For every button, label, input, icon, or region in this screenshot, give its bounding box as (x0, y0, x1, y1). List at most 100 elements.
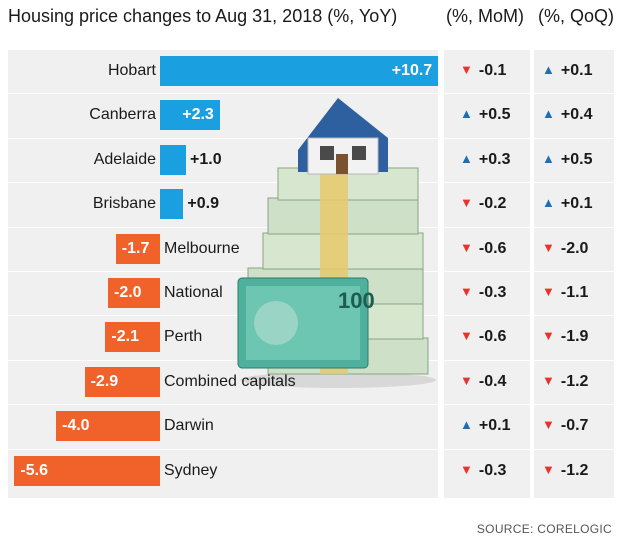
triangle-down-icon: ▼ (542, 462, 555, 477)
row-divider (534, 227, 614, 228)
house-on-money-illustration: 100 (237, 98, 436, 388)
triangle-down-icon: ▼ (460, 462, 473, 477)
row-divider (534, 404, 614, 405)
mom-change: ▲ +0.5 (460, 100, 510, 130)
mom-change-value: -0.6 (478, 328, 507, 345)
yoy-bar (160, 189, 184, 219)
row-divider (444, 315, 530, 316)
row-divider (8, 360, 438, 361)
header-yoy: Housing price changes to Aug 31, 2018 (%… (8, 6, 398, 26)
triangle-down-icon: ▼ (460, 62, 473, 77)
yoy-data-label: +0.9 (187, 195, 219, 212)
yoy-data-label: -5.6 (20, 462, 48, 479)
category-label: Sydney (164, 462, 218, 479)
row-divider (444, 404, 530, 405)
mom-panel (444, 50, 530, 498)
triangle-up-icon: ▲ (542, 151, 555, 166)
mom-change: ▼ -0.6 (460, 234, 506, 264)
row-divider (534, 138, 614, 139)
yoy-data-label: +2.3 (182, 106, 214, 123)
triangle-down-icon: ▼ (542, 284, 555, 299)
mom-change-value: -0.6 (478, 240, 507, 257)
row-divider (8, 404, 438, 405)
row-divider (8, 449, 438, 450)
triangle-up-icon: ▲ (460, 151, 473, 166)
yoy-data-label: -2.1 (111, 328, 139, 345)
category-label: Canberra (89, 106, 156, 123)
qoq-change-value: -1.1 (560, 284, 589, 301)
triangle-down-icon: ▼ (542, 417, 555, 432)
row-divider (444, 182, 530, 183)
row-divider (444, 227, 530, 228)
row-divider (534, 182, 614, 183)
triangle-down-icon: ▼ (542, 240, 555, 255)
yoy-data-label: +1.0 (190, 151, 222, 168)
category-label: Perth (164, 328, 203, 345)
triangle-up-icon: ▲ (460, 417, 473, 432)
qoq-change-value: -1.2 (560, 373, 589, 390)
mom-change: ▼ -0.4 (460, 367, 506, 397)
triangle-down-icon: ▼ (542, 373, 555, 388)
mom-change-value: -0.3 (478, 284, 507, 301)
mom-change: ▼ -0.6 (460, 322, 506, 352)
category-label: Melbourne (164, 240, 240, 257)
yoy-bar (105, 322, 160, 352)
qoq-change-value: +0.1 (560, 62, 593, 79)
qoq-change: ▼ -1.2 (542, 456, 588, 486)
row-divider (8, 182, 438, 183)
header-mom: (%, MoM) (446, 6, 524, 26)
yoy-bar (108, 278, 160, 308)
triangle-up-icon: ▲ (542, 62, 555, 77)
mom-change-value: +0.1 (478, 417, 511, 434)
triangle-down-icon: ▼ (460, 373, 473, 388)
row-divider (444, 93, 530, 94)
qoq-change-value: -2.0 (560, 240, 589, 257)
row-divider (534, 93, 614, 94)
yoy-bar (56, 411, 160, 441)
qoq-change: ▼ -1.1 (542, 278, 588, 308)
mom-change-value: -0.3 (478, 462, 507, 479)
qoq-change: ▼ -1.9 (542, 322, 588, 352)
mom-change-value: +0.3 (478, 151, 511, 168)
row-divider (534, 271, 614, 272)
yoy-bar (14, 456, 160, 486)
qoq-change-value: -0.7 (560, 417, 589, 434)
yoy-bar (115, 234, 160, 264)
mom-change-value: +0.5 (478, 106, 511, 123)
triangle-up-icon: ▲ (542, 195, 555, 210)
category-label: Hobart (107, 62, 156, 79)
category-label: National (164, 284, 223, 301)
triangle-down-icon: ▼ (460, 328, 473, 343)
triangle-down-icon: ▼ (460, 195, 473, 210)
row-divider (534, 315, 614, 316)
svg-text:100: 100 (338, 288, 375, 313)
row-divider (8, 315, 438, 316)
qoq-change: ▲ +0.1 (542, 56, 592, 86)
category-label: Brisbane (92, 195, 156, 212)
qoq-change: ▲ +0.4 (542, 100, 592, 130)
qoq-change: ▼ -2.0 (542, 234, 588, 264)
row-divider (8, 138, 438, 139)
mom-change-value: -0.1 (478, 62, 507, 79)
qoq-change-value: +0.4 (560, 106, 593, 123)
qoq-change: ▼ -1.2 (542, 367, 588, 397)
qoq-change-value: -1.2 (560, 462, 589, 479)
triangle-down-icon: ▼ (542, 328, 555, 343)
mom-change: ▼ -0.3 (460, 278, 506, 308)
qoq-change: ▼ -0.7 (542, 411, 588, 441)
triangle-down-icon: ▼ (460, 284, 473, 299)
qoq-change: ▲ +0.1 (542, 189, 592, 219)
qoq-change: ▲ +0.5 (542, 145, 592, 175)
triangle-up-icon: ▲ (460, 106, 473, 121)
source-note: SOURCE: CORELOGIC (476, 522, 612, 536)
mom-change-value: -0.4 (478, 373, 507, 390)
mom-change: ▲ +0.1 (460, 411, 510, 441)
mom-change-value: -0.2 (478, 195, 507, 212)
qoq-change-value: +0.1 (560, 195, 593, 212)
mom-change: ▼ -0.3 (460, 456, 506, 486)
mom-change: ▲ +0.3 (460, 145, 510, 175)
category-label: Combined capitals (164, 373, 296, 390)
row-divider (444, 449, 530, 450)
row-divider (444, 360, 530, 361)
header-qoq: (%, QoQ) (538, 6, 615, 26)
